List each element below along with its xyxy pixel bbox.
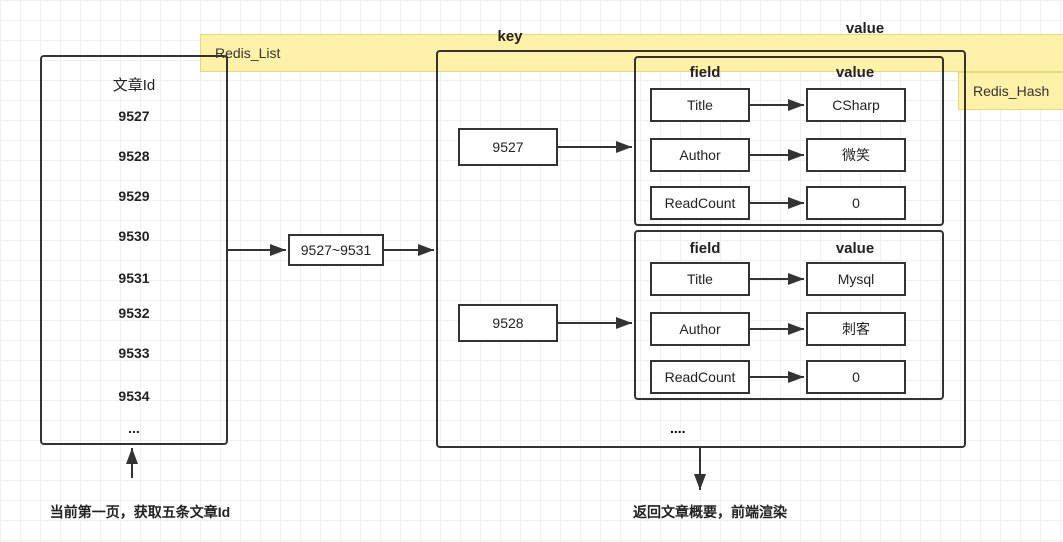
field-text: ReadCount — [665, 195, 736, 211]
value-text: 刺客 — [842, 319, 870, 339]
field-header-0: field — [650, 64, 760, 81]
caption-right: 返回文章概要，前端渲染 — [600, 502, 820, 522]
list-item: 9532 — [40, 305, 228, 321]
field-text: ReadCount — [665, 369, 736, 385]
list-item: 9527 — [40, 108, 228, 124]
main-ellipsis: .... — [670, 420, 686, 436]
hash-key-0-text: 9527 — [492, 139, 523, 155]
value-box: CSharp — [806, 88, 906, 122]
field-text: Author — [679, 147, 720, 163]
field-text: Title — [687, 97, 713, 113]
list-item: 9528 — [40, 148, 228, 164]
value-box: Mysql — [806, 262, 906, 296]
field-text: Author — [679, 321, 720, 337]
range-text: 9527~9531 — [301, 242, 371, 258]
value-box: 0 — [806, 360, 906, 394]
note-redis-hash-text: Redis_Hash — [973, 83, 1049, 99]
list-item: 9534 — [40, 388, 228, 404]
hash-key-9527: 9527 — [458, 128, 558, 166]
key-header: key — [460, 28, 560, 45]
list-item: 9533 — [40, 345, 228, 361]
field-text: Title — [687, 271, 713, 287]
field-box: Author — [650, 138, 750, 172]
value-header: value — [800, 20, 930, 37]
list-item: 9529 — [40, 188, 228, 204]
list-item: ... — [40, 420, 228, 436]
caption-left: 当前第一页，获取五条文章Id — [30, 502, 250, 522]
value-text: 微笑 — [842, 145, 870, 165]
value-box: 0 — [806, 186, 906, 220]
value-box: 刺客 — [806, 312, 906, 346]
list-header: 文章Id — [40, 74, 228, 95]
value-text: CSharp — [832, 97, 879, 113]
field-header-1: field — [650, 240, 760, 257]
list-item: 9531 — [40, 270, 228, 286]
value-text: 0 — [852, 369, 860, 385]
inner-value-header-1: value — [800, 240, 910, 257]
range-box: 9527~9531 — [288, 234, 384, 266]
value-box: 微笑 — [806, 138, 906, 172]
field-box: ReadCount — [650, 360, 750, 394]
note-redis-hash: Redis_Hash — [958, 72, 1063, 110]
value-text: Mysql — [838, 271, 875, 287]
list-item: 9530 — [40, 228, 228, 244]
value-text: 0 — [852, 195, 860, 211]
field-box: Author — [650, 312, 750, 346]
field-box: ReadCount — [650, 186, 750, 220]
inner-value-header-0: value — [800, 64, 910, 81]
field-box: Title — [650, 262, 750, 296]
field-box: Title — [650, 88, 750, 122]
hash-key-1-text: 9528 — [492, 315, 523, 331]
hash-key-9528: 9528 — [458, 304, 558, 342]
